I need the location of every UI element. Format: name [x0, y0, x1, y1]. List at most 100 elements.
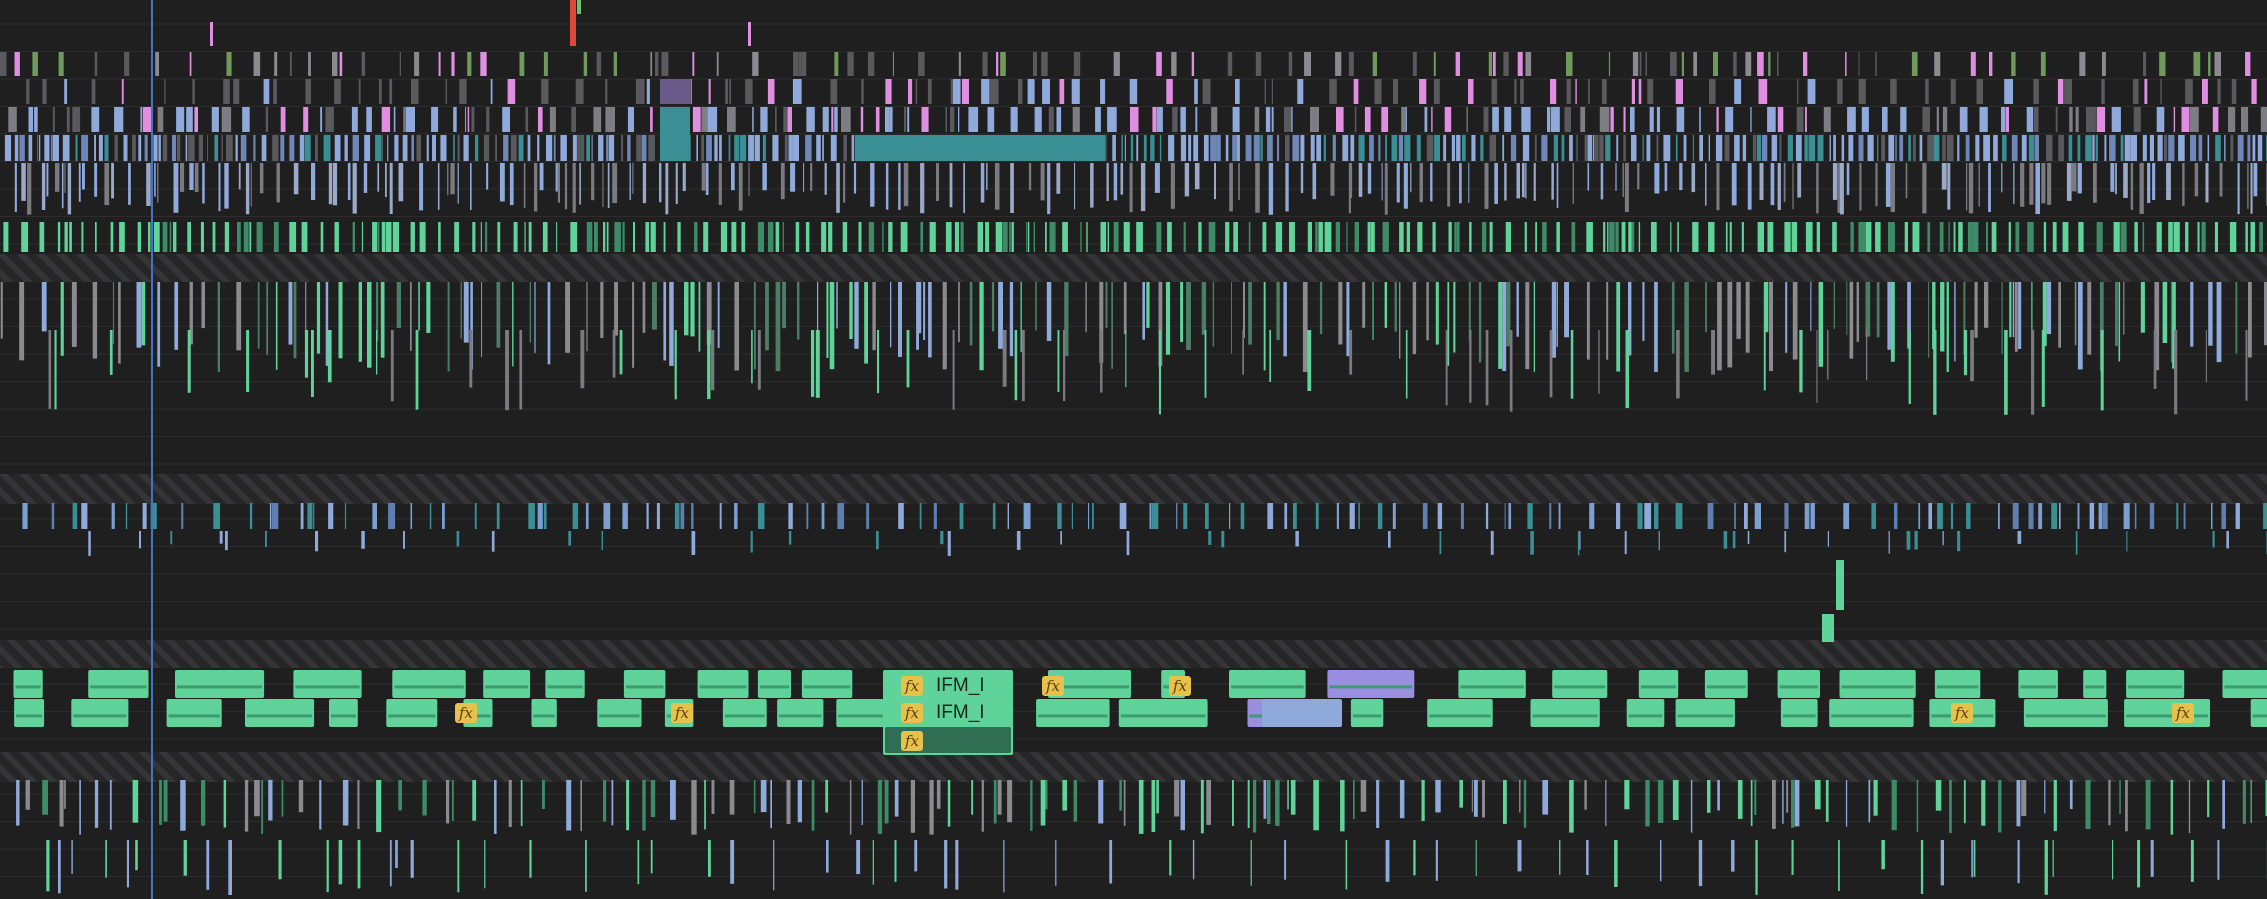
title-clip[interactable] [81, 503, 88, 529]
video-clip[interactable] [1752, 135, 1757, 161]
audio-clip[interactable] [398, 780, 402, 811]
video-clip[interactable] [991, 282, 995, 332]
video-clip[interactable] [555, 163, 558, 192]
video-clip[interactable] [2235, 282, 2238, 354]
video-clip[interactable] [187, 222, 191, 252]
video-clip[interactable] [1664, 163, 1668, 192]
audio-clip[interactable] [1675, 79, 1683, 104]
video-clip[interactable] [1716, 163, 1720, 211]
storyline-clip[interactable] [88, 670, 149, 698]
audio-clip[interactable] [1254, 107, 1260, 132]
video-clip[interactable] [1276, 282, 1280, 341]
video-clip[interactable] [2115, 282, 2118, 346]
video-clip[interactable] [622, 222, 625, 252]
video-clip[interactable] [1948, 222, 1950, 252]
audio-clip[interactable] [2006, 107, 2009, 132]
audio-clip[interactable] [1847, 107, 1856, 132]
title-clip[interactable] [2028, 503, 2034, 529]
video-clip[interactable] [376, 282, 379, 341]
audio-clip[interactable] [2170, 780, 2174, 835]
storyline-clip[interactable] [597, 699, 642, 727]
audio-clip[interactable] [2057, 79, 2064, 104]
audio-clip[interactable] [342, 780, 349, 826]
video-clip[interactable] [738, 163, 743, 211]
video-clip[interactable] [212, 222, 216, 252]
video-clip[interactable] [1784, 222, 1791, 252]
video-clip[interactable] [1671, 282, 1675, 354]
video-clip[interactable] [2031, 330, 2035, 415]
video-clip[interactable] [1705, 282, 1707, 333]
video-clip[interactable] [1378, 135, 1381, 161]
video-clip[interactable] [594, 222, 598, 252]
title-clip[interactable] [265, 531, 267, 547]
video-clip[interactable] [334, 222, 339, 252]
title-clip[interactable] [1734, 503, 1736, 529]
video-clip[interactable] [301, 222, 308, 252]
video-clip[interactable] [3, 222, 9, 252]
title-clip[interactable] [1624, 531, 1627, 555]
video-clip[interactable] [304, 135, 311, 161]
video-clip[interactable] [1504, 163, 1507, 201]
audio-clip[interactable] [1482, 780, 1485, 818]
audio-clip[interactable] [1920, 840, 1924, 894]
video-clip[interactable] [176, 135, 181, 161]
video-clip[interactable] [858, 222, 862, 252]
video-clip[interactable] [1584, 135, 1588, 161]
video-clip[interactable] [731, 222, 737, 252]
audio-clip[interactable] [841, 107, 851, 132]
video-clip[interactable] [1904, 222, 1908, 252]
video-clip[interactable] [877, 330, 880, 394]
audio-clip[interactable] [1754, 780, 1757, 815]
audio-clip[interactable] [2069, 107, 2073, 132]
audio-clip[interactable] [467, 52, 472, 76]
title-clip[interactable] [2176, 503, 2179, 529]
audio-clip[interactable] [221, 107, 232, 132]
video-clip[interactable] [499, 163, 505, 202]
video-clip[interactable] [754, 135, 760, 161]
video-clip[interactable] [50, 135, 53, 161]
video-clip[interactable] [1761, 135, 1768, 161]
video-clip[interactable] [1447, 282, 1450, 366]
audio-clip[interactable] [1970, 52, 1976, 76]
audio-clip[interactable] [472, 780, 477, 821]
audio-clip[interactable] [1777, 52, 1779, 76]
video-clip[interactable] [419, 222, 426, 252]
video-clip[interactable] [1346, 282, 1350, 357]
video-clip[interactable] [1609, 222, 1615, 252]
audio-clip[interactable] [542, 780, 545, 809]
video-clip[interactable] [1587, 135, 1593, 161]
video-clip[interactable] [61, 163, 64, 209]
audio-clip[interactable] [32, 52, 38, 76]
video-clip[interactable] [1410, 163, 1412, 193]
video-clip[interactable] [250, 163, 252, 207]
audio-clip[interactable] [1503, 780, 1507, 824]
video-clip[interactable] [986, 163, 988, 190]
audio-clip[interactable] [1466, 107, 1468, 132]
video-clip[interactable] [775, 222, 780, 252]
video-clip[interactable] [426, 282, 431, 333]
audio-clip[interactable] [1071, 79, 1080, 104]
audio-clip[interactable] [727, 107, 736, 132]
audio-clip[interactable] [947, 780, 951, 827]
video-clip[interactable] [1260, 135, 1263, 161]
video-clip[interactable] [472, 222, 476, 252]
video-clip[interactable] [1783, 163, 1786, 202]
video-clip[interactable] [851, 135, 855, 161]
storyline-clip[interactable] [2018, 670, 2058, 698]
video-clip[interactable] [529, 282, 531, 343]
title-clip[interactable] [758, 503, 765, 529]
audio-clip[interactable] [993, 780, 997, 824]
video-clip[interactable] [1456, 222, 1460, 252]
video-clip[interactable] [1887, 282, 1891, 350]
video-clip[interactable] [1993, 135, 1998, 161]
audio-clip[interactable] [885, 107, 890, 132]
video-clip[interactable] [172, 135, 176, 161]
video-clip[interactable] [1534, 135, 1537, 161]
audio-clip[interactable] [395, 840, 398, 868]
video-clip[interactable] [460, 282, 462, 339]
audio-clip[interactable] [186, 107, 193, 132]
audio-clip[interactable] [1119, 780, 1122, 811]
video-clip[interactable] [450, 163, 455, 195]
video-clip[interactable] [1035, 282, 1037, 331]
audio-clip[interactable] [1858, 79, 1866, 104]
